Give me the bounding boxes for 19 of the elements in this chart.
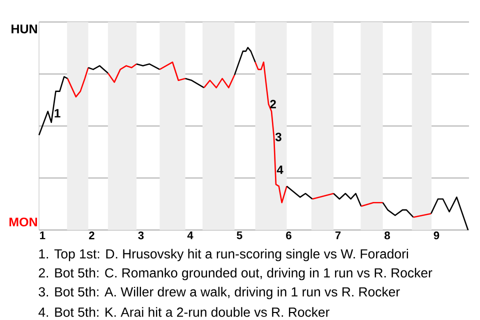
x-tick-label: 1: [40, 232, 46, 240]
x-tick-label: 8: [384, 232, 390, 240]
text: MON: [9, 218, 37, 226]
text: HUN: [12, 24, 37, 34]
x-tick-label: 6: [286, 232, 292, 240]
x-tick-label: 9: [434, 232, 440, 240]
annotation: 4: [276, 166, 284, 174]
annotation: 3: [275, 132, 282, 142]
annotation: 2: [270, 100, 276, 108]
x-tick-label: 5: [236, 232, 242, 240]
text: 1. Top 1st: D. Hrusovsky hit a run-scoring single vs W. Foradori: [39, 248, 408, 262]
text: 2. Bot 5th: C. Romanko grounded out, driving in 1 run vs R. Rocker: [38, 268, 432, 280]
text: 3. Bot 5th: A. Willer drew a walk, driving in 1 run vs R. Rocker: [38, 286, 400, 300]
text: 4. Bot 5th: K. Arai hit a 2-run double vs R. Rocker: [38, 307, 330, 317]
x-tick-label: 2: [89, 232, 94, 240]
x-tick-label: 4: [187, 232, 194, 240]
annotation: 1: [54, 109, 60, 118]
x-tick-label: 7: [335, 232, 341, 240]
x-tick-label: 3: [138, 232, 144, 240]
